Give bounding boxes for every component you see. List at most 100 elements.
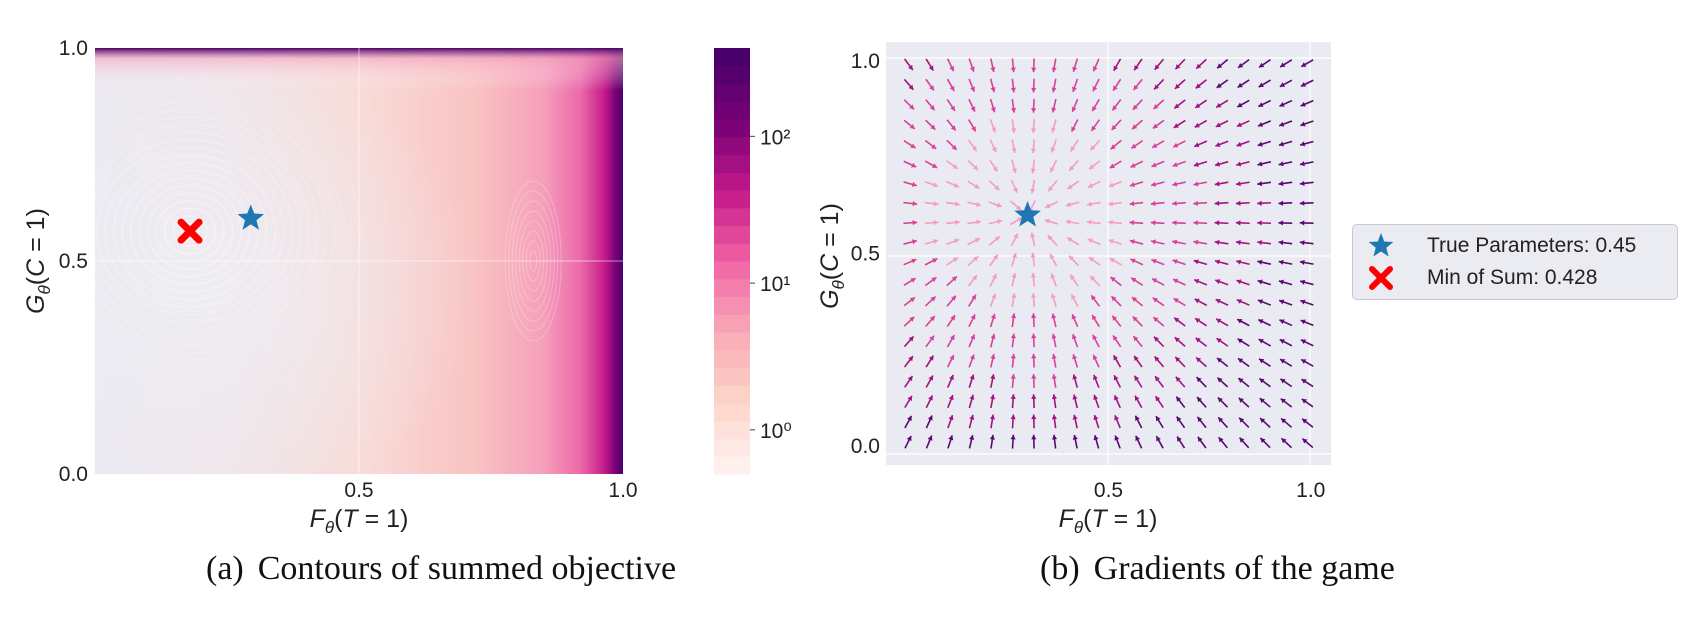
quiver-arrow [1071, 98, 1079, 113]
quiver-arrow [1236, 120, 1250, 128]
quiver-arrow [1011, 252, 1018, 267]
quiver-arrow [903, 220, 918, 226]
colorbar-band [714, 243, 750, 262]
quiver-arrow [1299, 200, 1314, 206]
quiver-arrow [1257, 240, 1272, 246]
quiver-arrow [1299, 140, 1314, 147]
legend-label-min-sum: Min of Sum: 0.428 [1427, 266, 1598, 289]
quiver-arrow [924, 139, 937, 150]
quiver-arrow [989, 273, 998, 287]
quiver-arrow [1134, 395, 1143, 409]
quiver-arrow [1087, 238, 1101, 246]
quiver-arrow [1300, 59, 1314, 68]
colorbar-band [714, 101, 750, 120]
quiver-arrow [1010, 179, 1018, 194]
quiver-arrows [903, 58, 1314, 449]
quiver-arrow [1110, 139, 1122, 150]
ylabel-a: Gθ(C = 1) [22, 208, 54, 314]
quiver-arrow [1235, 200, 1250, 206]
quiver-arrow [1112, 334, 1122, 348]
quiver-arrow [1111, 315, 1122, 327]
contour-ring [138, 185, 242, 278]
quiver-arrow [1031, 394, 1037, 409]
contour-ring [95, 86, 352, 377]
quiver-arrow [904, 435, 912, 449]
xtick-label: 1.0 [1296, 479, 1325, 502]
quiver-arrow [1197, 436, 1207, 449]
marker-min-sum [177, 218, 203, 244]
ytick-label: 1.0 [59, 37, 88, 60]
quiver-arrow [1238, 417, 1250, 429]
colorbar-band [714, 438, 750, 457]
quiver-arrow [1258, 377, 1271, 388]
quiver-arrow [946, 374, 954, 388]
quiver-arrow [946, 354, 955, 368]
quiver-arrow [1279, 358, 1293, 367]
quiver-arrow [989, 293, 997, 307]
caption-b: (b) Gradients of the game [1040, 550, 1395, 588]
quiver-arrow [1279, 378, 1293, 388]
quiver-arrow [1173, 297, 1186, 307]
quiver-arrow [904, 395, 913, 409]
quiver-arrow [1257, 299, 1272, 306]
quiver-arrow [1129, 220, 1144, 226]
quiver-arrow [925, 99, 936, 111]
quiver-arrow [989, 333, 996, 348]
quiver-arrow [946, 334, 956, 348]
contour-ring [95, 139, 293, 323]
quiver-arrow [1193, 140, 1208, 148]
quiver-arrow [1093, 394, 1100, 409]
quiver-arrow [1010, 200, 1022, 211]
quiver-arrow [1011, 139, 1017, 154]
quiver-arrow [1235, 239, 1250, 246]
quiver-arrow [1092, 58, 1100, 72]
quiver-arrow [1301, 378, 1314, 388]
quiver-arrow [924, 257, 938, 266]
quiver-arrow [1279, 59, 1293, 68]
quiver-arrow [946, 295, 957, 307]
quiver-arrow [945, 238, 960, 246]
caption-a-text: Contours of summed objective [257, 550, 677, 587]
quiver-arrow [1154, 58, 1165, 71]
quiver-arrow [903, 296, 916, 307]
quiver-arrow [903, 200, 918, 207]
quiver-arrow [1173, 99, 1186, 110]
quiver-arrow [1193, 160, 1208, 167]
quiver-arrow [903, 119, 916, 130]
colorbar-band [714, 349, 750, 369]
quiver-arrow [1112, 78, 1122, 92]
quiver-arrow [1278, 299, 1293, 306]
quiver-arrow [1050, 293, 1057, 307]
quiver-arrow [1069, 274, 1079, 287]
quiver-arrow [1091, 98, 1100, 112]
quiver-arrow [1155, 435, 1164, 449]
quiver-arrow [968, 78, 976, 92]
quiver-arrow [1176, 436, 1186, 449]
quiver-arrow [1114, 435, 1121, 449]
quiver-arrow [1132, 335, 1143, 348]
colorbar-tick-label: 10¹ [760, 273, 790, 296]
quiver-arrow [1300, 339, 1314, 347]
quiver-arrow [1216, 377, 1229, 388]
quiver-arrow [1112, 354, 1122, 368]
quiver-arrow [1217, 416, 1229, 429]
quiver-arrow [1093, 414, 1100, 429]
quiver-arrow [1051, 333, 1057, 348]
quiver-arrow [904, 415, 913, 429]
quiver-arrow [989, 414, 996, 429]
quiver-arrow [1299, 259, 1314, 266]
quiver-arrow [1154, 395, 1164, 409]
colorbar-tick-label: 10² [760, 126, 790, 149]
quiver-arrow [988, 219, 1003, 225]
quiver-arrow [1093, 434, 1100, 449]
quiver-arrow [946, 256, 959, 266]
quiver-arrow [1111, 99, 1122, 111]
quiver-arrow [1194, 119, 1208, 128]
quiver-arrow [1090, 119, 1101, 132]
quiver-arrow [1299, 161, 1314, 167]
quiver-arrow [989, 313, 996, 328]
quiver-arrow [1300, 79, 1314, 88]
quiver-arrow [924, 295, 937, 307]
quiver-arrow [903, 58, 914, 71]
quiver-arrow [1257, 200, 1271, 206]
